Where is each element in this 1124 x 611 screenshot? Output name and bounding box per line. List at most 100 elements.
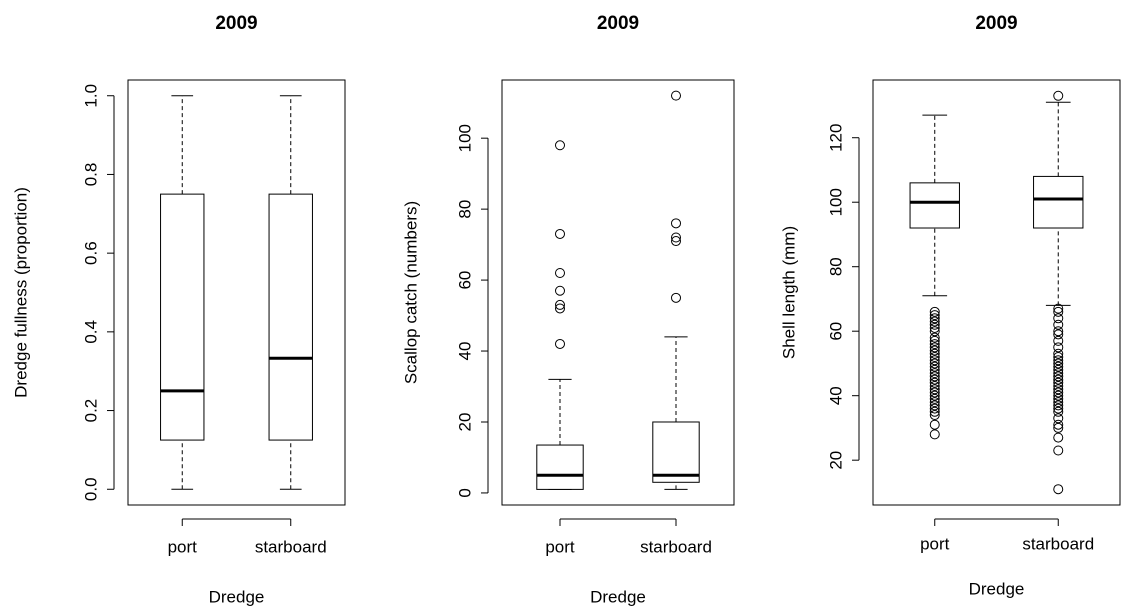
y-tick-label: 0 — [455, 488, 474, 497]
y-axis-label: Shell length (mm) — [779, 226, 798, 359]
y-tick-label: 20 — [826, 451, 845, 470]
y-tick-label: 80 — [455, 200, 474, 219]
y-tick-label: 0.8 — [81, 163, 100, 187]
y-tick-label: 0.4 — [81, 320, 100, 344]
outlier — [929, 393, 940, 404]
y-tick-label: 60 — [455, 271, 474, 290]
outlier — [929, 345, 940, 356]
outlier — [929, 406, 940, 417]
outlier — [929, 326, 940, 337]
outlier — [929, 377, 940, 388]
outlier — [929, 403, 940, 414]
outlier — [1053, 406, 1064, 417]
outlier — [929, 332, 940, 343]
outlier — [1053, 393, 1064, 404]
y-tick-label: 20 — [455, 413, 474, 432]
outlier — [555, 338, 565, 349]
outlier — [671, 292, 681, 303]
outlier — [929, 397, 940, 408]
box — [909, 182, 960, 229]
box — [160, 193, 205, 441]
outlier — [1053, 371, 1064, 382]
y-tick-label: 40 — [455, 342, 474, 361]
outlier — [555, 299, 565, 310]
box — [652, 421, 700, 483]
outlier — [1053, 90, 1064, 101]
y-tick-label: 0.6 — [81, 241, 100, 265]
y-tick-label: 0.2 — [81, 399, 100, 423]
outlier — [929, 387, 940, 398]
outlier — [1053, 326, 1064, 337]
plot-frame — [127, 79, 346, 506]
x-tick-label: starboard — [255, 537, 327, 556]
outlier — [555, 303, 565, 314]
outlier — [929, 358, 940, 369]
x-tick-label: port — [168, 537, 198, 556]
outlier — [929, 371, 940, 382]
outlier — [1053, 384, 1064, 395]
outlier — [929, 319, 940, 330]
outlier — [929, 339, 940, 350]
chart-title: 2009 — [975, 13, 1017, 34]
outlier — [1053, 358, 1064, 369]
box — [536, 444, 584, 490]
outlier — [1053, 445, 1064, 456]
outlier — [1053, 422, 1064, 433]
box — [268, 193, 313, 441]
outlier — [929, 348, 940, 359]
y-tick-label: 120 — [826, 124, 845, 152]
outlier — [929, 419, 940, 430]
outlier — [1053, 303, 1064, 314]
outlier — [555, 267, 565, 278]
outlier — [1053, 403, 1064, 414]
chart-title: 2009 — [597, 13, 639, 34]
outlier — [1053, 335, 1064, 346]
outlier — [1053, 377, 1064, 388]
outlier — [1053, 374, 1064, 385]
chart-title: 2009 — [215, 13, 257, 34]
outlier — [929, 322, 940, 333]
outlier — [929, 400, 940, 411]
outlier — [1053, 351, 1064, 362]
y-axis-label: Scallop catch (numbers) — [401, 201, 420, 384]
outlier — [1053, 319, 1064, 330]
outlier — [1053, 355, 1064, 366]
outlier — [1053, 364, 1064, 375]
outlier — [1053, 390, 1064, 401]
outlier — [929, 335, 940, 346]
plot-frame — [872, 79, 1121, 506]
outlier — [1053, 342, 1064, 353]
outlier — [929, 381, 940, 392]
y-tick-label: 0.0 — [81, 477, 100, 501]
outlier — [1053, 397, 1064, 408]
x-tick-label: port — [545, 537, 575, 556]
outlier — [555, 285, 565, 296]
x-axis-label: Dredge — [590, 587, 646, 606]
outlier — [671, 218, 681, 229]
outlier — [1053, 419, 1064, 430]
outlier — [929, 361, 940, 372]
outlier — [929, 364, 940, 375]
outlier — [671, 90, 681, 101]
outlier — [555, 140, 565, 151]
y-tick-label: 100 — [826, 188, 845, 216]
y-tick-label: 60 — [826, 322, 845, 341]
outlier — [929, 355, 940, 366]
outlier — [671, 236, 681, 247]
outlier — [929, 351, 940, 362]
outlier — [1053, 484, 1064, 495]
outlier — [1053, 432, 1064, 443]
box — [1033, 175, 1084, 229]
outlier — [929, 390, 940, 401]
y-tick-label: 80 — [826, 257, 845, 276]
y-axis-label: Dredge fullness (proportion) — [11, 187, 30, 398]
x-tick-label: starboard — [640, 537, 712, 556]
outlier — [1053, 387, 1064, 398]
x-tick-label: port — [920, 534, 950, 553]
x-tick-label: starboard — [1022, 534, 1094, 553]
plot-frame — [501, 79, 735, 506]
outlier — [929, 368, 940, 379]
outlier — [1053, 381, 1064, 392]
y-tick-label: 40 — [826, 386, 845, 405]
outlier — [929, 306, 940, 317]
